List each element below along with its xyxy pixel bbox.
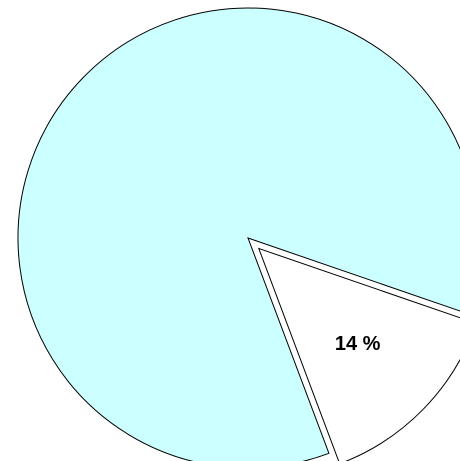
slice-label: 14 % (335, 333, 381, 355)
pie-slice (257, 247, 460, 461)
pie-slice (17, 7, 460, 461)
